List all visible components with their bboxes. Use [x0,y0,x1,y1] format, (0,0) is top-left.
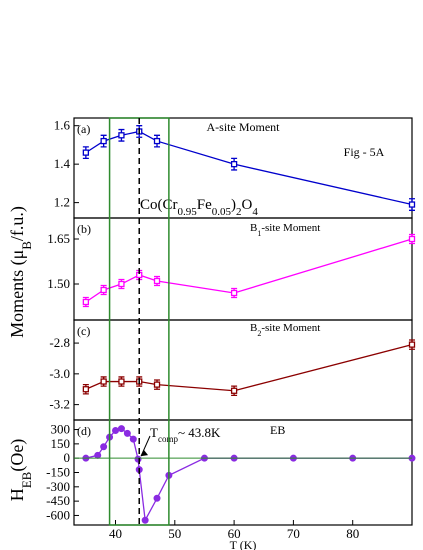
annotation: A-site Moment [207,120,281,134]
fig-label: Fig - 5A [344,145,385,159]
y-tick-label: -2.8 [49,335,70,350]
annotation: B1-site Moment [250,222,320,238]
panel-frame [73,419,413,526]
x-axis-title: T (K) [230,538,257,550]
x-tick-label: 70 [287,526,300,541]
text-part: 4 [252,206,258,218]
text-part: H [7,488,27,501]
text-part: Co(Cr [140,197,178,213]
marker [230,289,238,297]
text-part: B [19,241,34,250]
marker [153,494,161,502]
data-line [85,238,413,303]
x-tick-label: 80 [346,526,359,541]
panel-frame [73,217,413,321]
y-tick-label: -300 [46,479,70,494]
marker [100,378,107,385]
y-tick-label: -3.2 [49,397,70,412]
y-tick-label: 1.50 [47,276,70,291]
marker [123,429,131,437]
marker [118,280,125,288]
text-part: /f.u.) [7,206,28,241]
x-tick-label: 40 [109,526,122,541]
text-part: 2 [236,206,242,218]
annotation: B2-site Moment [250,322,320,338]
panel-frame [73,319,413,421]
marker [153,137,161,145]
y-tick-label: 1.4 [54,156,71,171]
panel-label: (b) [77,222,91,236]
marker [129,435,137,443]
marker [100,137,107,145]
text-part: Moments (μ [7,250,28,338]
marker [82,386,90,393]
marker [100,443,108,451]
data-line [85,343,413,392]
marker [408,235,416,243]
text-part: 2 [257,329,261,338]
arrow [140,435,151,457]
text-part: (Oe) [7,439,28,472]
text-part: 0.95 [178,206,198,218]
text-part: 0.05 [212,206,232,218]
y-tick-label: 1.6 [54,118,71,133]
panel-label: (a) [77,122,90,136]
text-part: -site Moment [261,222,320,234]
y-tick-label: 1.65 [47,231,70,246]
text-part: B [250,222,257,234]
marker [82,298,90,306]
y-tick-label: -450 [46,493,70,508]
text-part: EB [19,471,34,488]
panel-label: (d) [77,424,91,438]
marker [153,277,161,285]
text-part: B [250,322,257,334]
data-line [85,427,412,523]
text-part: O [242,197,253,213]
y-tick-label: -3.0 [49,366,70,381]
text-part: Fe [197,197,212,213]
arrow-head [141,450,149,457]
y-tick-label: 150 [51,436,71,451]
marker [112,427,120,434]
marker [117,425,125,433]
y-tick-label: 1.2 [54,195,70,210]
y-axis-title: HEB(Oe) [7,439,34,502]
formula: Co(Cr0.95Fe0.05)2O4 [140,197,258,218]
x-tick-label: 60 [228,526,241,541]
marker [118,378,125,385]
marker [100,286,107,294]
text-part: T [150,425,158,440]
marker [153,381,161,388]
text-part: ~ 43.8K [178,425,221,440]
y-tick-label: 300 [51,422,71,437]
annotation: EB [270,423,285,437]
marker [230,387,238,394]
data-line [85,130,413,206]
marker [141,516,149,524]
y-tick-label: -600 [46,507,70,522]
y-axis-title: Moments (μB/f.u.) [7,206,34,338]
panel-label: (c) [77,324,90,338]
text-part: 1 [257,229,261,238]
marker [94,451,102,459]
marker [82,149,90,156]
x-tick-label: 50 [168,526,181,541]
marker [408,201,416,208]
text-part: -site Moment [261,322,320,334]
marker [230,161,238,168]
marker [118,132,125,139]
y-tick-label: -150 [46,465,70,480]
text-part: ) [231,197,236,213]
annotation: Tcomp~ 43.8K [150,425,221,444]
marker [408,341,416,348]
y-tick-label: 0 [64,450,71,465]
marker [134,455,142,463]
